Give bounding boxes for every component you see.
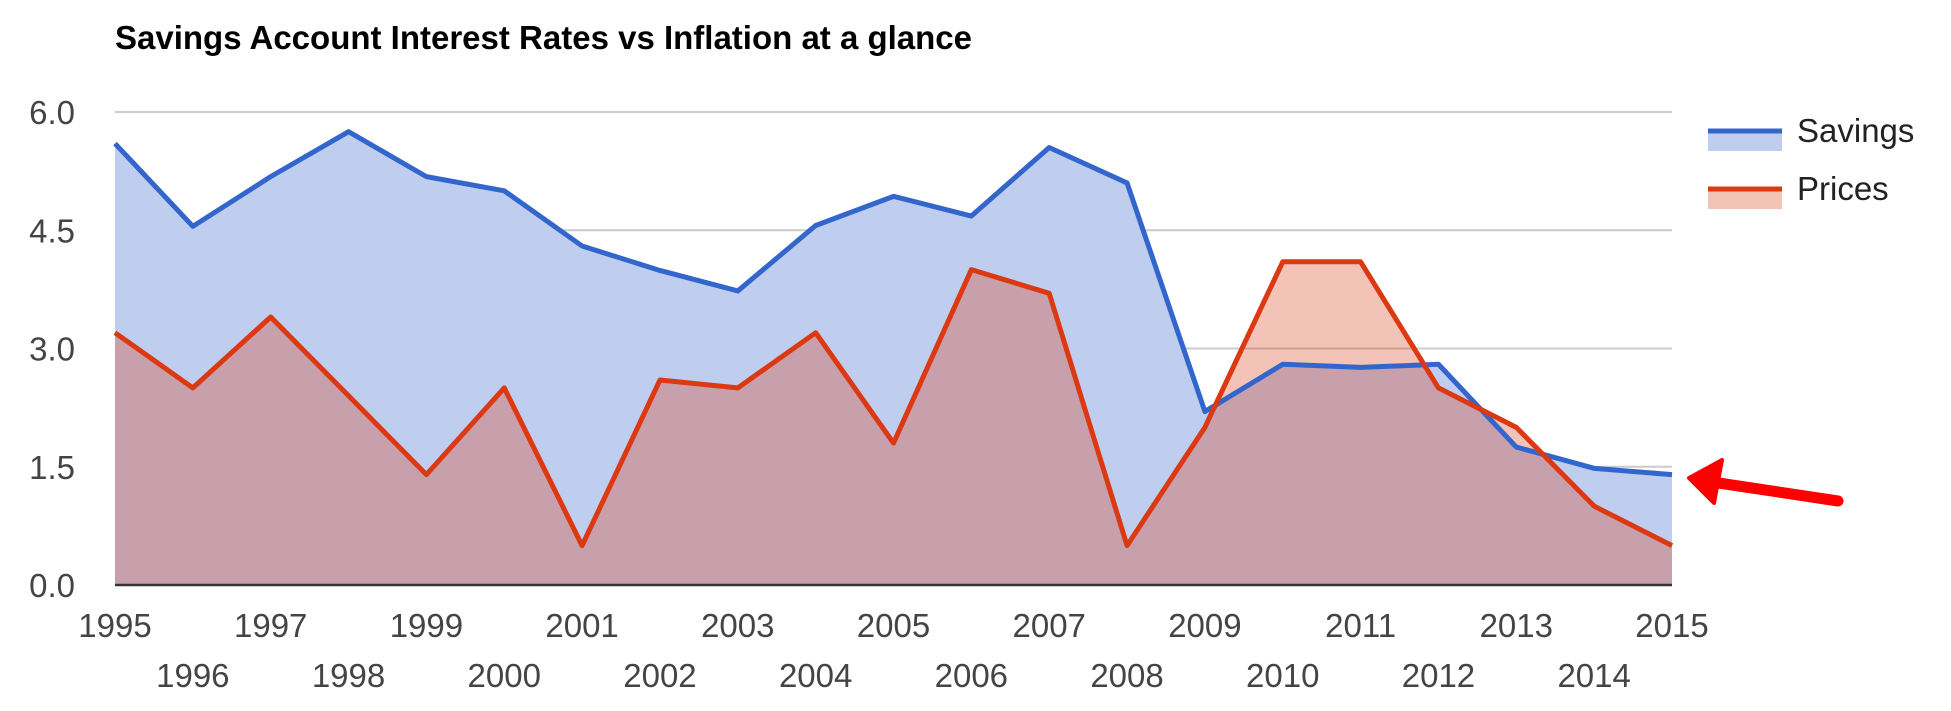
series-line-savings	[113, 129, 1673, 478]
x-tick-label: 2012	[1402, 657, 1475, 694]
x-tick-label: 2001	[545, 607, 618, 644]
x-tick-label: 2006	[935, 657, 1008, 694]
x-axis: 1995199619971998199920002001200220032004…	[78, 583, 1709, 694]
x-tick-label: 1996	[156, 657, 229, 694]
x-tick-label: 2014	[1557, 657, 1630, 694]
x-tick-label: 2007	[1012, 607, 1085, 644]
x-tick-label: 2013	[1480, 607, 1553, 644]
x-tick-label: 2010	[1246, 657, 1319, 694]
annotation	[1687, 458, 1844, 507]
x-tick-label: 2002	[623, 657, 696, 694]
x-tick-label: 2005	[857, 607, 930, 644]
x-tick-label: 1998	[312, 657, 385, 694]
y-tick-label: 4.5	[29, 212, 75, 249]
legend-label-prices: Prices	[1797, 170, 1889, 207]
annotation-arrow-head	[1687, 458, 1724, 505]
x-tick-label: 2003	[701, 607, 774, 644]
chart-title: Savings Account Interest Rates vs Inflat…	[115, 19, 972, 56]
series-area-savings	[115, 131, 1672, 586]
x-tick-label: 1999	[390, 607, 463, 644]
legend: Savings Prices	[1708, 112, 1914, 209]
legend-label-savings: Savings	[1797, 112, 1914, 149]
x-tick-label: 1995	[78, 607, 151, 644]
legend-swatch-prices	[1708, 189, 1782, 209]
series-line-prices	[113, 259, 1674, 549]
y-tick-label: 3.0	[29, 331, 75, 368]
series-areas	[115, 131, 1672, 586]
x-tick-label: 2009	[1168, 607, 1241, 644]
y-tick-label: 0.0	[29, 567, 75, 604]
annotation-arrow-shaft	[1706, 476, 1844, 507]
x-tick-label: 2011	[1325, 607, 1396, 644]
x-tick-label: 2004	[779, 657, 852, 694]
x-tick-label: 2015	[1635, 607, 1708, 644]
legend-swatch-savings	[1708, 131, 1782, 151]
y-axis: 0.0 1.5 3.0 4.5 6.0	[29, 94, 75, 604]
y-tick-label: 6.0	[29, 94, 75, 131]
series-area-prices	[115, 261, 1672, 585]
x-tick-label: 1997	[234, 607, 307, 644]
x-tick-label: 2000	[468, 657, 541, 694]
y-tick-label: 1.5	[29, 449, 75, 486]
x-tick-label: 2008	[1090, 657, 1163, 694]
series-lines	[113, 129, 1674, 549]
